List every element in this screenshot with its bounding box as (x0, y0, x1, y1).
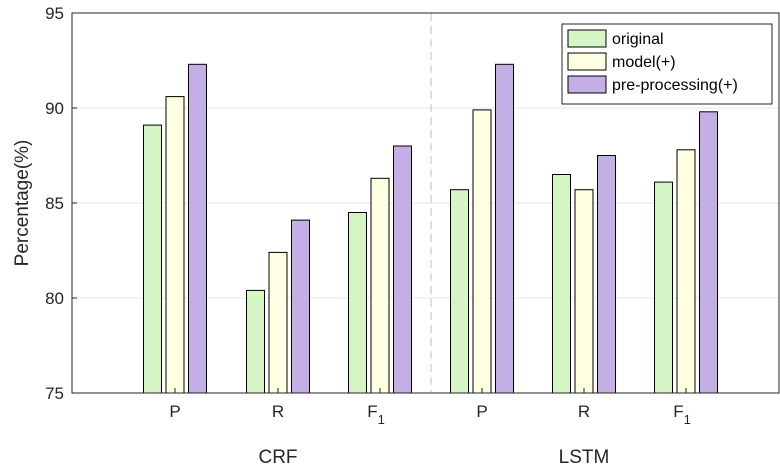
bar-original (450, 189, 469, 394)
bar-pre-processing (291, 219, 310, 394)
legend: original model(+) pre-processing(+) (561, 23, 773, 105)
x-tick-labels: P R F1 P R F1 (169, 388, 691, 427)
x-tick-label: F1 (367, 402, 385, 427)
legend-label: model(+) (612, 54, 676, 71)
x-tick-label: P (169, 402, 180, 421)
x-tick-label: R (578, 402, 590, 421)
bar-model (165, 96, 185, 394)
legend-swatch (567, 75, 607, 94)
bar-model (676, 149, 696, 394)
bar-model (472, 109, 492, 394)
x-tick-label: F1 (673, 402, 691, 427)
y-tick-label: 75 (45, 384, 64, 403)
bar-original (143, 124, 162, 394)
group-labels: CRF LSTM (258, 447, 609, 468)
y-axis-title: Percentage(%) (12, 140, 33, 267)
y-tick-label: 80 (45, 289, 64, 308)
bar-original (654, 181, 673, 394)
x-tick-label: R (272, 402, 284, 421)
bar-model (268, 251, 288, 394)
bar-pre-processing (188, 63, 207, 394)
legend-label: original (612, 31, 664, 48)
bar-original (348, 212, 367, 394)
bar-pre-processing (393, 145, 412, 394)
bar-pre-processing (597, 155, 616, 394)
bar-model (370, 177, 390, 394)
bar-original (246, 289, 265, 394)
bar-pre-processing (699, 111, 718, 394)
bar-pre-processing (495, 63, 514, 394)
y-tick-label: 90 (45, 99, 64, 118)
legend-label: pre-processing(+) (612, 77, 738, 94)
x-tick-label: P (476, 402, 487, 421)
y-tick-labels: 75 80 85 90 95 (45, 4, 77, 403)
group-label: CRF (258, 447, 297, 468)
group-label: LSTM (559, 447, 610, 468)
y-tick-label: 95 (45, 4, 64, 23)
legend-swatch (567, 52, 607, 71)
y-tick-label: 85 (45, 194, 64, 213)
bar-model (574, 189, 594, 394)
bar-original (552, 174, 571, 394)
legend-swatch (567, 29, 607, 48)
